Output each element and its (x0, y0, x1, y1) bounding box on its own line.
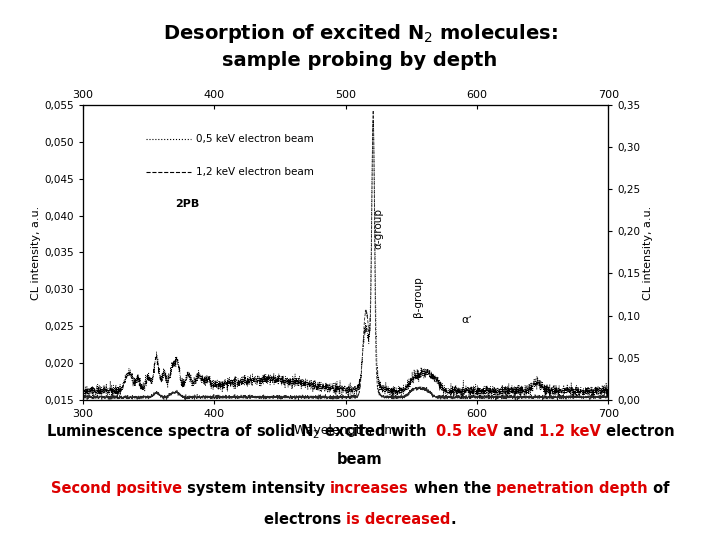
Text: 0.5 keV: 0.5 keV (436, 423, 498, 438)
Y-axis label: CL intensity, a.u.: CL intensity, a.u. (32, 205, 41, 300)
Text: increases: increases (330, 481, 409, 496)
Text: 1.2 keV: 1.2 keV (539, 423, 600, 438)
Text: and: and (498, 423, 539, 438)
Text: 2PB: 2PB (175, 199, 199, 209)
Text: α-group: α-group (373, 208, 383, 249)
Text: of: of (648, 481, 670, 496)
Text: Luminescence spectra of solid N$_2$ excited with: Luminescence spectra of solid N$_2$ exci… (46, 422, 428, 441)
Text: penetration depth: penetration depth (496, 481, 648, 496)
Text: 1,2 keV electron beam: 1,2 keV electron beam (196, 166, 314, 177)
Text: is decreased: is decreased (346, 512, 451, 526)
Text: αʼ: αʼ (462, 315, 472, 325)
Text: Desorption of excited N$_2$ molecules:
sample probing by depth: Desorption of excited N$_2$ molecules: s… (163, 23, 557, 70)
Text: electrons: electrons (264, 512, 346, 526)
Text: electron: electron (600, 423, 674, 438)
Y-axis label: CL intensity, a.u.: CL intensity, a.u. (644, 205, 653, 300)
Text: .: . (451, 512, 456, 526)
Text: system intensity: system intensity (181, 481, 330, 496)
Text: Second positive: Second positive (50, 481, 181, 496)
Text: 0,5 keV electron beam: 0,5 keV electron beam (196, 134, 313, 144)
X-axis label: Wavelength, nm: Wavelength, nm (294, 424, 397, 437)
Text: beam: beam (337, 452, 383, 467)
Text: β-group: β-group (413, 276, 423, 317)
Text: when the: when the (409, 481, 496, 496)
